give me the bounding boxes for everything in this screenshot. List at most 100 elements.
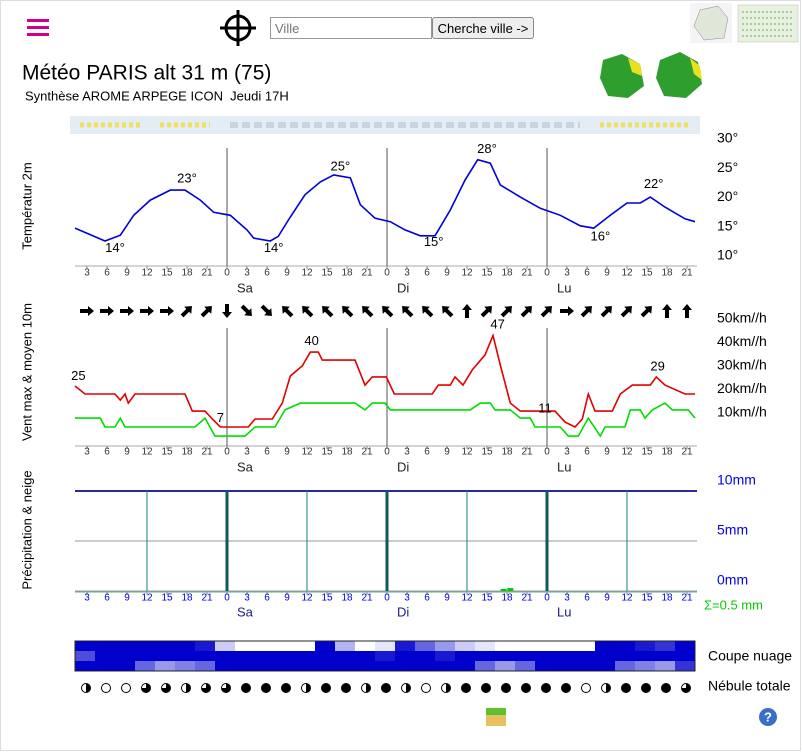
cloud-cell xyxy=(375,641,396,651)
data-label: 25° xyxy=(330,159,350,174)
precip-total: Σ=0.5 mm xyxy=(704,597,763,612)
menu-icon[interactable] xyxy=(27,19,49,36)
map-texture xyxy=(742,11,794,37)
search-input[interactable] xyxy=(270,17,432,39)
cloud-cell xyxy=(555,651,576,661)
cover-fill xyxy=(606,683,611,693)
x-tick-label: 3 xyxy=(564,447,570,458)
x-tick-label: 21 xyxy=(521,447,533,458)
x-tick-label: 6 xyxy=(584,447,590,458)
x-tick-label: 18 xyxy=(341,268,353,279)
x-tick-label: 12 xyxy=(141,447,153,458)
x-tick-label: 9 xyxy=(444,268,450,279)
data-label: 22° xyxy=(644,176,664,191)
x-tick-label: 21 xyxy=(201,447,213,458)
x-tick-label: 3 xyxy=(84,593,90,604)
cover-symbol xyxy=(201,683,211,693)
cover-symbol xyxy=(161,683,171,693)
map-thumbnails[interactable] xyxy=(600,3,799,98)
cloud-cell xyxy=(315,651,336,661)
cloud-cell xyxy=(455,651,476,661)
x-tick-label: 0 xyxy=(544,593,550,604)
cover-fill xyxy=(161,683,171,693)
cover-symbol xyxy=(441,683,451,693)
y-tick-label: 10km//h xyxy=(717,403,767,419)
y-tick-label: 10mm xyxy=(717,472,756,488)
x-tick-label: 6 xyxy=(104,447,110,458)
x-tick-label: 18 xyxy=(181,447,193,458)
x-tick-label: 15 xyxy=(641,447,653,458)
cloud-cell xyxy=(615,651,636,661)
map-shape xyxy=(690,58,702,80)
wind-arrow xyxy=(662,304,672,318)
cloud-cell xyxy=(415,661,436,671)
day-label: Di xyxy=(397,604,409,619)
cover-fill xyxy=(306,683,311,693)
cover-fill xyxy=(381,683,391,693)
x-tick-label: 9 xyxy=(604,447,610,458)
cover-symbol xyxy=(481,683,491,693)
x-tick-label: 3 xyxy=(244,593,250,604)
cover-symbol xyxy=(181,683,191,693)
cloud-cell xyxy=(355,641,376,651)
cloud-cell xyxy=(615,661,636,671)
help-icon[interactable] xyxy=(759,708,777,726)
wind-arrow xyxy=(200,306,212,318)
data-label: 47 xyxy=(490,316,504,331)
menu-bar xyxy=(27,19,49,22)
menu-bar xyxy=(27,33,49,36)
cover-symbol xyxy=(461,683,471,693)
cloud-cell xyxy=(575,661,596,671)
cloud-cell xyxy=(475,641,496,651)
cover-symbol xyxy=(661,683,671,693)
search-button[interactable]: Cherche ville -> xyxy=(432,17,534,39)
x-tick-label: 18 xyxy=(661,268,673,279)
x-tick-label: 18 xyxy=(661,593,673,604)
cover-symbol xyxy=(641,683,651,693)
x-tick-label: 3 xyxy=(244,447,250,458)
x-tick-label: 21 xyxy=(201,268,213,279)
x-tick-label: 21 xyxy=(361,447,373,458)
cloud-cell xyxy=(335,641,356,651)
cloud-cell xyxy=(135,651,156,661)
cover-fill xyxy=(641,683,651,693)
cloud-cell xyxy=(95,641,116,651)
cover-fill xyxy=(521,683,531,693)
wind-arrow xyxy=(180,306,192,318)
cloud-cell xyxy=(155,661,176,671)
cover-symbol xyxy=(101,683,111,693)
page-subtitle: Synthèse AROME ARPEGE ICON Jeudi 17H xyxy=(25,88,289,103)
cloud-cell xyxy=(135,641,156,651)
cover-fill xyxy=(481,683,491,693)
x-tick-label: 15 xyxy=(321,447,333,458)
cloud-cell xyxy=(315,641,336,651)
cloud-cell xyxy=(635,641,656,651)
cover-symbol xyxy=(381,683,391,693)
x-tick-label: 15 xyxy=(161,447,173,458)
cloud-cell xyxy=(655,651,676,661)
data-label: 25 xyxy=(71,368,85,383)
cover-fill xyxy=(186,683,191,693)
wind-arrow xyxy=(222,304,232,318)
wind-arrow xyxy=(500,306,512,318)
x-tick-label: 3 xyxy=(404,593,410,604)
cover-symbol xyxy=(361,683,371,693)
wind-arrow xyxy=(640,306,652,318)
cloud-cell xyxy=(415,641,436,651)
locate-icon[interactable] xyxy=(220,10,256,46)
help-text[interactable]: ? xyxy=(764,709,772,724)
wind-arrow xyxy=(140,306,154,316)
day-label: Sa xyxy=(237,280,254,295)
x-tick-label: 9 xyxy=(284,447,290,458)
x-tick-label: 3 xyxy=(84,447,90,458)
cloud-cell xyxy=(455,661,476,671)
y-tick-label: 0mm xyxy=(717,572,748,588)
cover-symbol xyxy=(541,683,551,693)
cover-symbol xyxy=(141,683,151,693)
cloud-cell xyxy=(495,651,516,661)
x-tick-label: 21 xyxy=(201,593,213,604)
x-tick-label: 12 xyxy=(461,447,473,458)
cloud-cell xyxy=(375,661,396,671)
data-label: 7 xyxy=(217,410,224,425)
